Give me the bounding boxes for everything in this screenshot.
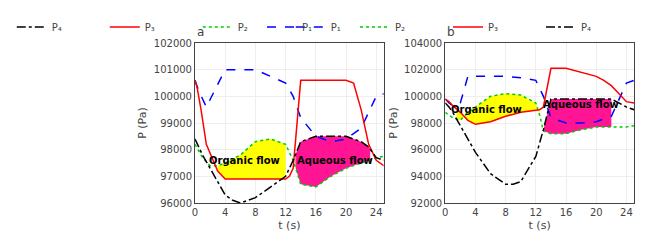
svg-text:b: b xyxy=(447,25,455,39)
svg-text:Organic flow: Organic flow xyxy=(209,155,280,166)
svg-text:20: 20 xyxy=(590,207,603,218)
svg-text:P₂: P₂ xyxy=(238,22,248,33)
svg-text:12: 12 xyxy=(279,207,292,218)
svg-text:20: 20 xyxy=(340,207,353,218)
svg-text:8: 8 xyxy=(252,207,258,218)
svg-text:104000: 104000 xyxy=(404,38,442,49)
svg-text:92000: 92000 xyxy=(410,198,442,209)
svg-text:4: 4 xyxy=(222,207,228,218)
svg-text:96000: 96000 xyxy=(160,198,192,209)
svg-text:0: 0 xyxy=(192,207,198,218)
svg-text:16: 16 xyxy=(309,207,322,218)
svg-text:P₃: P₃ xyxy=(488,22,498,33)
svg-text:102000: 102000 xyxy=(404,64,442,75)
svg-text:16: 16 xyxy=(560,207,573,218)
svg-text:97000: 97000 xyxy=(160,171,192,182)
svg-text:P (Pa): P (Pa) xyxy=(136,107,149,139)
svg-text:24: 24 xyxy=(370,207,383,218)
svg-text:100000: 100000 xyxy=(404,91,442,102)
svg-text:P₄: P₄ xyxy=(52,22,62,33)
svg-text:P₄: P₄ xyxy=(581,22,591,33)
svg-text:12: 12 xyxy=(529,207,542,218)
svg-text:94000: 94000 xyxy=(410,171,442,182)
svg-text:99000: 99000 xyxy=(160,118,192,129)
svg-text:P₁: P₁ xyxy=(331,22,341,33)
svg-text:101000: 101000 xyxy=(154,64,192,75)
svg-text:100000: 100000 xyxy=(154,91,192,102)
svg-text:t (s): t (s) xyxy=(278,219,300,232)
svg-text:98000: 98000 xyxy=(410,118,442,129)
svg-text:Organic flow: Organic flow xyxy=(451,104,522,115)
svg-text:P₁: P₁ xyxy=(302,22,312,33)
svg-text:P₃: P₃ xyxy=(145,22,155,33)
svg-text:P (Pa): P (Pa) xyxy=(387,107,400,139)
svg-text:24: 24 xyxy=(620,207,633,218)
svg-text:P₂: P₂ xyxy=(395,22,405,33)
svg-text:Aqueous flow: Aqueous flow xyxy=(543,99,619,110)
svg-text:4: 4 xyxy=(472,207,478,218)
svg-text:102000: 102000 xyxy=(154,38,192,49)
svg-text:a: a xyxy=(197,25,204,39)
svg-text:Aqueous flow: Aqueous flow xyxy=(297,155,373,166)
svg-text:t (s): t (s) xyxy=(529,219,551,232)
svg-text:96000: 96000 xyxy=(410,144,442,155)
svg-text:8: 8 xyxy=(502,207,508,218)
svg-text:98000: 98000 xyxy=(160,144,192,155)
svg-text:0: 0 xyxy=(442,207,448,218)
